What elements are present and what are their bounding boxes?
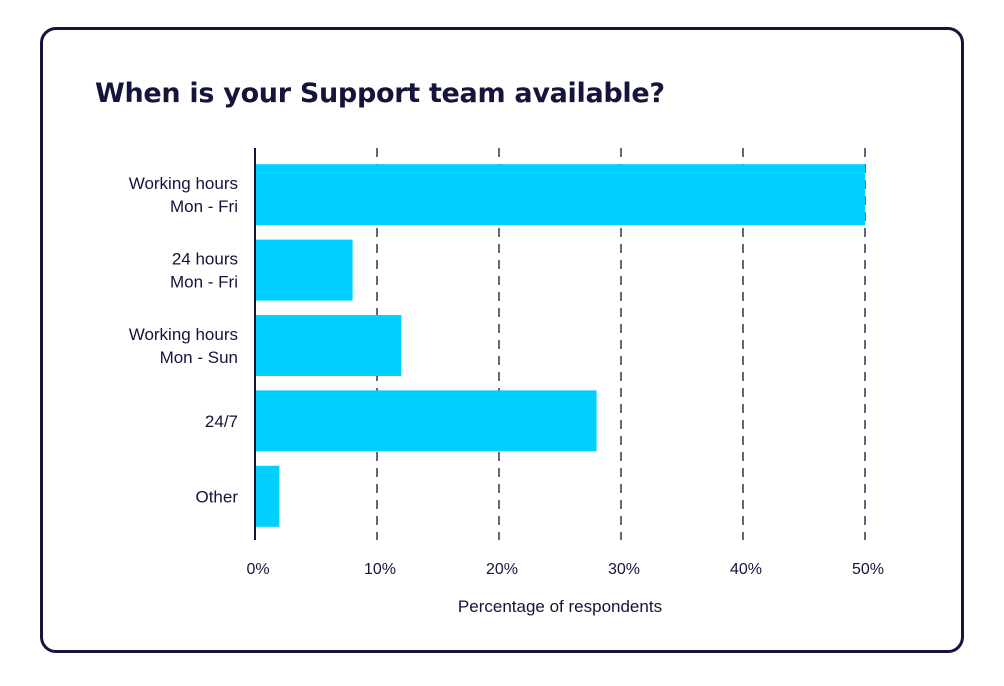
bars [255, 164, 865, 527]
tick-label-5: 50% [852, 561, 884, 578]
category-label-line: Working hours [129, 325, 238, 344]
category-label-3: 24/7 [205, 412, 238, 431]
tick-label-3: 30% [608, 561, 640, 578]
category-label-1: 24 hours Mon - Fri [170, 250, 238, 292]
chart-title: When is your Support team available? [95, 78, 665, 109]
category-label-0: Working hours Mon - Fri [129, 174, 238, 216]
bar-0 [255, 164, 865, 226]
tick-labels: 0% 10% 20% 30% 40% 50% [246, 561, 884, 578]
tick-label-2: 20% [486, 561, 518, 578]
category-label-4: Other [195, 487, 238, 506]
category-label-line: Other [195, 487, 238, 506]
bar-1 [255, 239, 353, 301]
category-label-2: Working hours Mon - Sun [129, 325, 238, 367]
category-label-line: Working hours [129, 174, 238, 193]
category-label-line: 24 hours [172, 250, 238, 269]
bar-4 [255, 465, 280, 527]
category-label-line: 24/7 [205, 412, 238, 431]
chart-card [40, 27, 964, 653]
tick-label-4: 40% [730, 561, 762, 578]
category-label-line: Mon - Fri [170, 197, 238, 216]
tick-label-1: 10% [364, 561, 396, 578]
category-label-line: Mon - Fri [170, 273, 238, 292]
x-axis-title: Percentage of respondents [458, 597, 662, 616]
tick-label-0: 0% [246, 561, 269, 578]
bar-2 [255, 315, 402, 376]
bar-3 [255, 390, 597, 452]
category-label-line: Mon - Sun [160, 348, 238, 367]
